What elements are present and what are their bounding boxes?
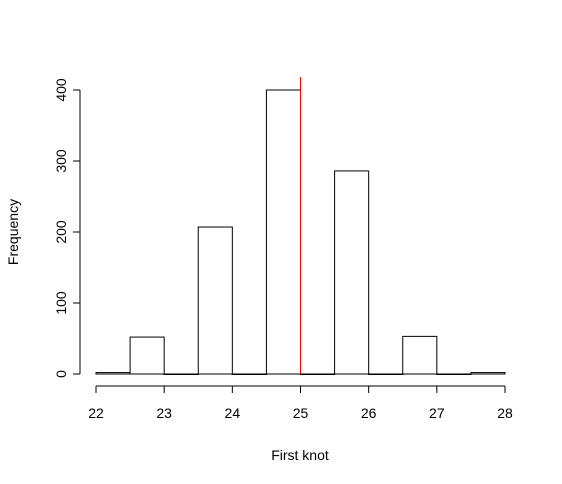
y-tick-label: 400 (53, 78, 69, 102)
histogram-bar (197, 226, 233, 375)
x-tick-label: 25 (293, 405, 309, 421)
x-tick-label: 23 (156, 405, 172, 421)
histogram-bar (231, 373, 267, 375)
histogram-bar (436, 373, 472, 375)
histogram-bar (402, 335, 438, 375)
y-tick-label: 0 (53, 370, 69, 378)
histogram-bar (163, 373, 199, 375)
histogram-bars (95, 89, 506, 375)
histogram-bar (265, 89, 301, 375)
histogram-bar (95, 372, 131, 375)
x-axis: 22 23 24 25 26 27 28 (88, 385, 513, 421)
histogram-bar (368, 373, 404, 375)
y-tick-label: 100 (53, 291, 69, 315)
histogram-bar (129, 336, 165, 375)
histogram-bar (470, 372, 506, 375)
y-axis: 0 100 200 300 400 (53, 78, 81, 378)
x-axis-title: First knot (271, 447, 329, 463)
y-axis-title: Frequency (5, 199, 21, 265)
x-tick-label: 28 (497, 405, 513, 421)
y-tick-label: 300 (53, 149, 69, 173)
y-tick-label: 200 (53, 220, 69, 244)
x-tick-label: 24 (225, 405, 241, 421)
x-tick-label: 27 (429, 405, 445, 421)
x-tick-label: 26 (361, 405, 377, 421)
histogram-bar (300, 373, 336, 375)
x-tick-label: 22 (88, 405, 104, 421)
histogram-bar (334, 170, 370, 375)
